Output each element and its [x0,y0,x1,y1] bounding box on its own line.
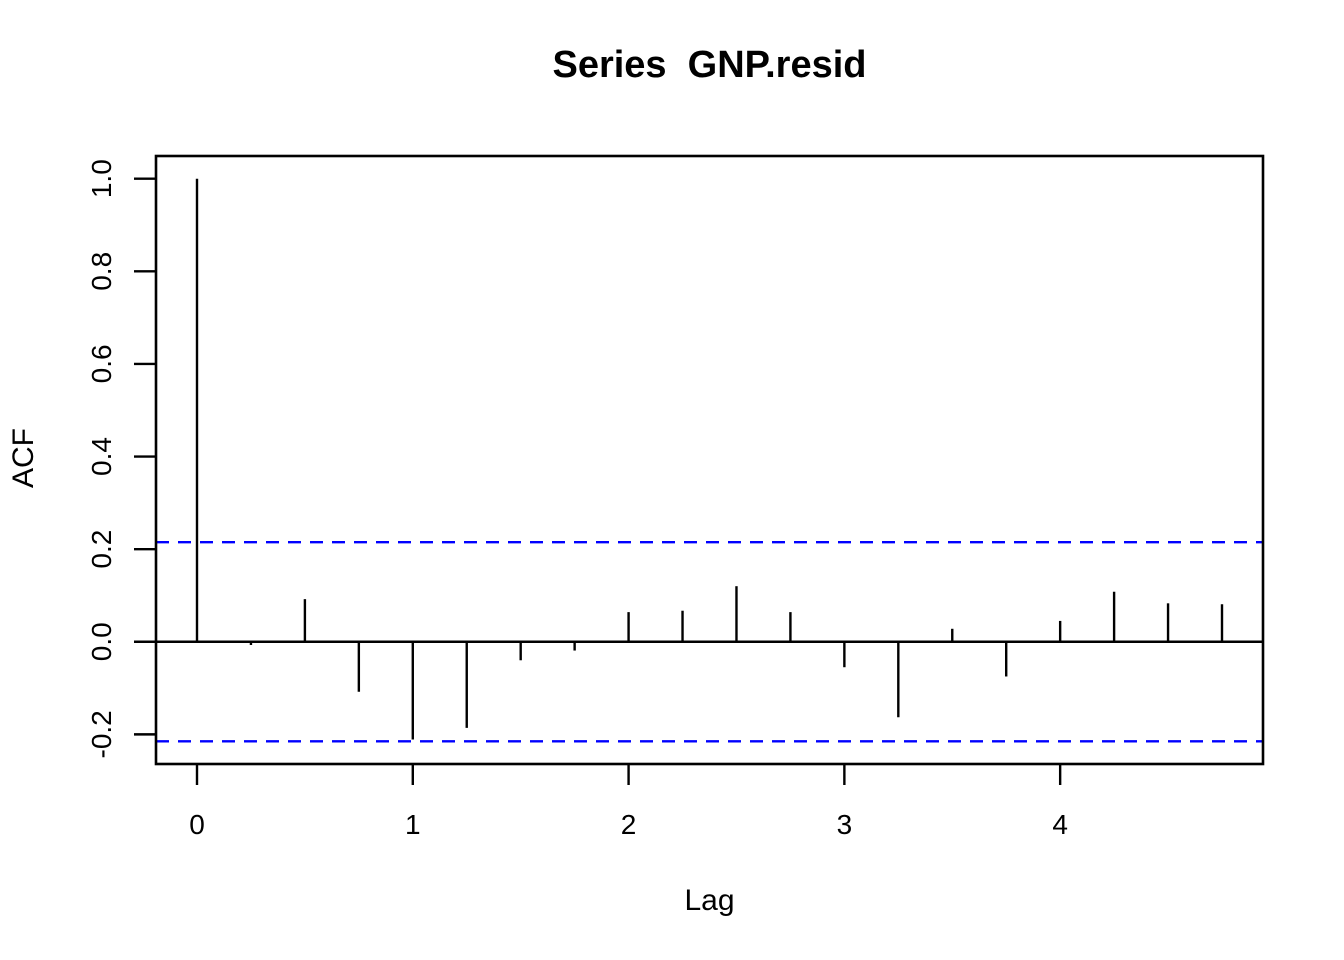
x-tick-label-1: 1 [405,809,421,840]
x-tick-label-0: 0 [189,809,205,840]
chart-title: Series GNP.resid [552,44,867,86]
y-tick-label-1.0: 1.0 [86,159,117,198]
y-tick-label-0.4: 0.4 [86,437,117,476]
y-tick-label-0.0: 0.0 [86,622,117,661]
x-tick-label-4: 4 [1052,809,1068,840]
y-tick-label-0.6: 0.6 [86,344,117,383]
x-tick-label-2: 2 [621,809,637,840]
y-tick-label-0.8: 0.8 [86,252,117,291]
y-axis-label: ACF [7,428,40,488]
plot-border [154,154,1265,766]
y-tick-label-0.2: 0.2 [86,530,117,569]
x-axis-label: Lag [684,884,735,917]
x-tick-label-3: 3 [837,809,853,840]
y-tick-label--0.2: -0.2 [86,710,117,758]
